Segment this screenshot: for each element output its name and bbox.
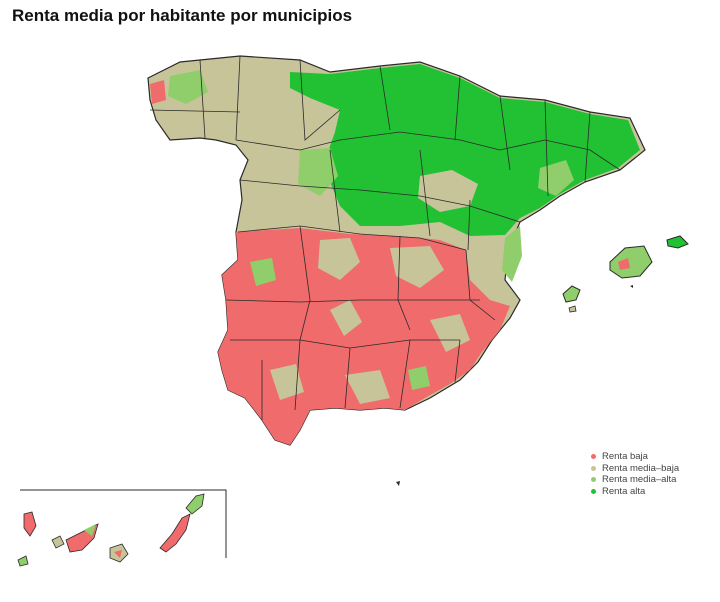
south-mixed-patch [390,246,444,288]
northwest-mixed-patch [168,70,208,104]
legend-label: Renta baja [602,451,648,462]
north-mixed-patch [418,170,478,212]
island-el-hierro [17,555,29,567]
island-tenerife-patch [84,524,96,536]
legend-label: Renta media–baja [602,462,680,474]
island-mallorca [609,245,653,279]
province-borders [149,55,621,420]
island-la-gomera [51,535,65,549]
island-fuerteventura [159,513,191,553]
legend-dot-icon [591,477,596,483]
islet [630,285,633,288]
east-coast-strip [502,226,522,282]
legend-dot-icon [591,465,596,471]
south-mixed-patch [345,370,390,404]
legend-dot-icon [591,488,596,494]
legend-item-renta-baja: Renta baja [591,451,679,463]
north-mixed-patch [298,148,338,196]
canary-inset-frame [20,489,227,558]
legend-item-renta-alta: Renta alta [591,486,679,498]
south-mixed-patch [330,300,362,336]
legend-dot-icon [591,454,596,460]
legend-label: Renta alta [602,485,646,497]
island-gran-canaria-patch [114,550,122,558]
south-mixed-patch [250,258,276,286]
legend-item-renta-media-alta: Renta media–alta [591,474,679,486]
map-title: Renta media por habitante por municipios [12,6,353,25]
island-menorca [666,235,689,249]
island-lanzarote [185,493,205,515]
south-mixed-patch [318,238,360,280]
legend-label: Renta media–alta [602,474,677,485]
northwest-mixed-patch [150,80,166,104]
map-legend: Renta baja Renta media–baja Renta media–… [591,451,679,497]
legend-item-renta-media-baja: Renta media–baja [591,463,679,475]
islet [396,481,400,486]
island-formentera [568,305,577,313]
south-mixed-patch [408,366,430,390]
south-mixed-patch [270,364,304,400]
island-ibiza [562,285,581,303]
island-la-palma [23,511,37,537]
island-mallorca-patch [618,258,630,270]
